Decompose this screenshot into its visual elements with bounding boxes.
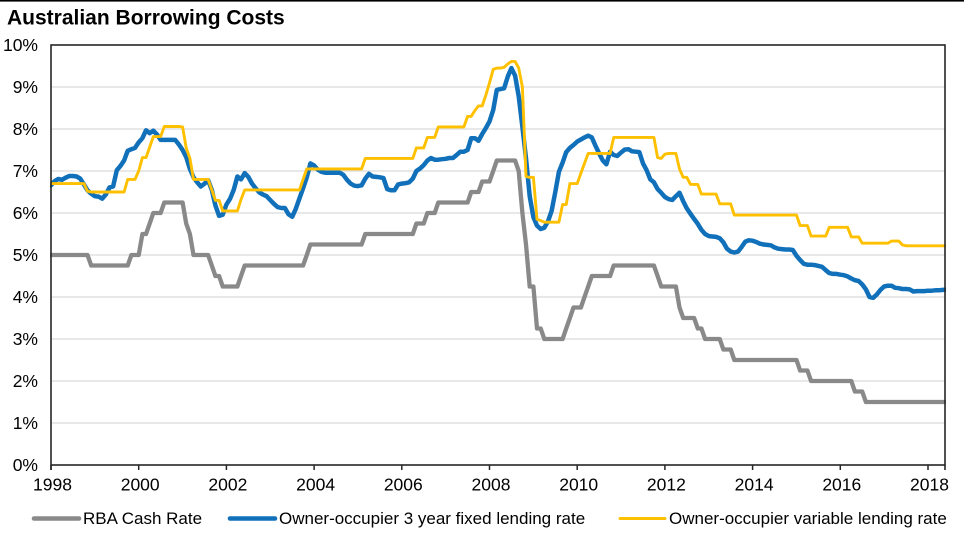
svg-text:Owner-occupier variable lendin: Owner-occupier variable lending rate: [669, 509, 947, 528]
svg-text:4%: 4%: [13, 287, 38, 307]
svg-text:9%: 9%: [13, 77, 38, 97]
svg-text:6%: 6%: [13, 203, 38, 223]
svg-text:2018: 2018: [910, 474, 949, 494]
svg-text:0%: 0%: [13, 455, 38, 475]
svg-text:10%: 10%: [3, 35, 38, 55]
svg-text:5%: 5%: [13, 245, 38, 265]
svg-text:2004: 2004: [296, 474, 335, 494]
svg-text:2010: 2010: [559, 474, 598, 494]
svg-text:RBA Cash Rate: RBA Cash Rate: [83, 509, 202, 528]
svg-text:2008: 2008: [472, 474, 511, 494]
svg-text:1998: 1998: [33, 474, 72, 494]
svg-text:2006: 2006: [384, 474, 423, 494]
svg-text:2014: 2014: [735, 474, 774, 494]
svg-text:3%: 3%: [13, 329, 38, 349]
svg-text:Owner-occupier 3 year fixed le: Owner-occupier 3 year fixed lending rate: [279, 509, 585, 528]
svg-text:Australian Borrowing Costs: Australian Borrowing Costs: [7, 6, 285, 29]
svg-text:2%: 2%: [13, 371, 38, 391]
svg-text:8%: 8%: [13, 119, 38, 139]
svg-text:2012: 2012: [647, 474, 686, 494]
svg-text:2000: 2000: [121, 474, 160, 494]
svg-text:7%: 7%: [13, 161, 38, 181]
svg-text:2016: 2016: [822, 474, 861, 494]
svg-text:1%: 1%: [13, 413, 38, 433]
svg-text:2002: 2002: [208, 474, 247, 494]
